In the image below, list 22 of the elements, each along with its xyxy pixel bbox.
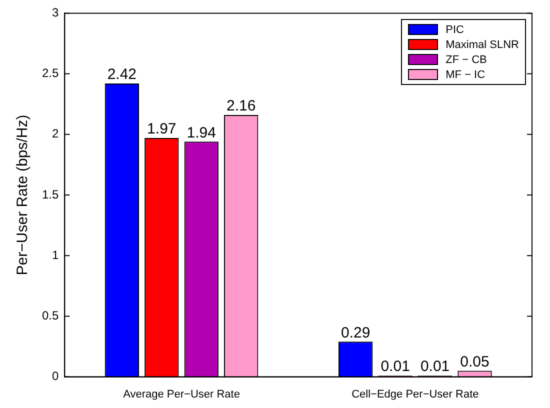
- data-label: 1.94: [186, 124, 216, 142]
- data-label: 0.05: [460, 353, 490, 370]
- legend-label: ZF − CB: [446, 54, 487, 66]
- y-tick-label: 0.5: [42, 308, 59, 323]
- data-label: 0.29: [340, 324, 370, 342]
- y-tick-label: 2: [52, 126, 59, 141]
- legend-label: MF − IC: [446, 68, 486, 81]
- y-tick-label: 1: [52, 248, 59, 262]
- y-axis-title: Per−User Rate (bps/Hz): [14, 114, 32, 276]
- legend-label: Maximal SLNR: [446, 38, 519, 51]
- x-tick-label: Average Per−User Rate: [123, 388, 240, 400]
- y-tick-label: 1.5: [42, 187, 59, 202]
- legend-label: PIC: [446, 24, 464, 36]
- x-tick-label: Cell−Edge Per−User Rate: [352, 388, 479, 400]
- data-label: 2.16: [226, 98, 256, 115]
- y-tick-label: 0: [52, 369, 59, 384]
- data-label: 0.01: [420, 358, 450, 376]
- y-tick-label: 3: [52, 6, 59, 20]
- data-label: 1.97: [147, 120, 176, 138]
- data-label: 0.01: [380, 358, 410, 376]
- data-label: 2.42: [107, 66, 137, 84]
- y-tick-label: 2.5: [42, 66, 59, 80]
